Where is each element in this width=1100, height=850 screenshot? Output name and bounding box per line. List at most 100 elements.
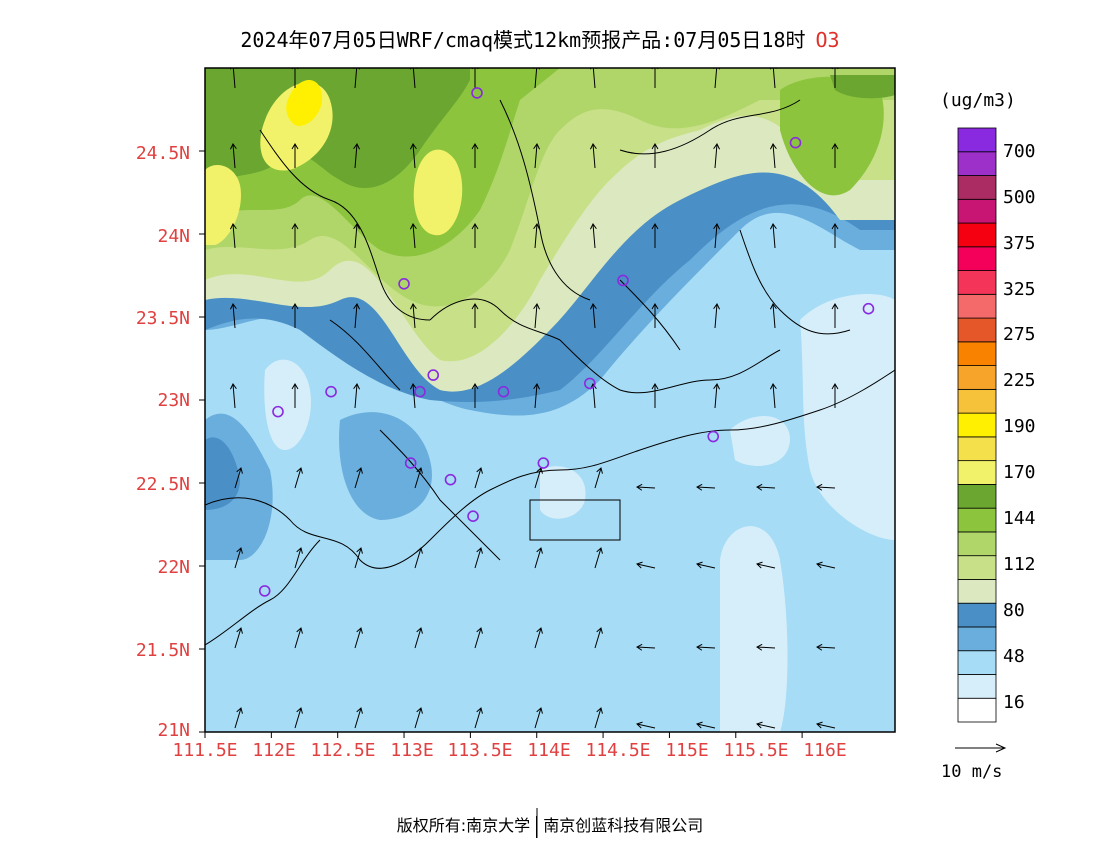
wind-arrow [714, 383, 718, 409]
wind-arrow [534, 143, 538, 169]
wind-arrow-head [831, 223, 839, 230]
wind-arrow-head [296, 627, 303, 634]
wind-arrow-head [636, 561, 643, 569]
wind-arrow [234, 627, 242, 649]
wind-arrow-head [769, 383, 777, 390]
wind-arrow-head [356, 547, 363, 554]
colorbar-label-700: 700 [1003, 141, 1036, 162]
wind-arrow [412, 303, 416, 329]
wind-arrow [696, 646, 716, 649]
wind-arrow-head [533, 223, 541, 230]
colorbar-swatch [957, 270, 997, 295]
wind-arrow-head [589, 223, 597, 230]
wind-arrow [294, 467, 302, 489]
wind-arrow-head [596, 467, 603, 474]
colorbar [957, 127, 997, 723]
wind-arrow [816, 646, 836, 649]
lat-label-22: 22N [157, 557, 190, 578]
wind-arrow [592, 223, 596, 249]
wind-arrow-head [816, 561, 823, 569]
wind-arrow-head [296, 547, 303, 554]
wind-arrow [412, 223, 416, 249]
wind-arrow [414, 467, 422, 489]
wind-arrow-head [589, 143, 597, 150]
lon-label-115: 115E [665, 740, 709, 761]
wind-arrow-head [536, 627, 543, 634]
wind-arrow [772, 223, 776, 249]
wind-reference-label: 10 m/s [941, 762, 1003, 782]
wind-arrow [474, 547, 482, 569]
wind-arrow [354, 707, 362, 729]
colorbar-swatch [957, 198, 997, 224]
lon-label-113-5: 113.5E [447, 740, 513, 761]
colorbar-label-325: 325 [1003, 279, 1036, 300]
station-marker [862, 302, 875, 315]
footer-left: 版权所有:南京大学 [396, 816, 531, 835]
wind-arrow-head [636, 483, 643, 491]
wind-arrow [412, 383, 416, 409]
lon-label-114: 114E [527, 740, 571, 761]
station-marker [398, 277, 410, 290]
wind-arrow-head [756, 483, 763, 491]
wind-arrow-head [816, 643, 823, 651]
wind-arrow [772, 143, 776, 169]
chart-title: 2024年07月05日WRF/cmaq模式12km预报产品:07月05日18时 O… [240, 28, 840, 52]
wind-arrow [232, 383, 236, 409]
wind-arrow [354, 627, 362, 649]
wind-arrow-head [291, 303, 299, 310]
wind-arrow [232, 143, 236, 169]
wind-arrow [816, 563, 836, 569]
lat-label-24: 24N [157, 226, 190, 247]
wind-arrow [414, 707, 422, 729]
wind-arrow [756, 646, 776, 649]
wind-arrow-head [651, 143, 659, 150]
wind-arrow-head [229, 223, 237, 230]
wind-arrow [594, 547, 602, 569]
colorbar-swatch [957, 175, 997, 200]
wind-arrow-head [229, 303, 237, 310]
station-marker [427, 369, 440, 381]
station-marker [537, 457, 550, 469]
wind-arrow-head [353, 223, 361, 230]
wind-arrow [354, 68, 358, 89]
wind-arrow-head [756, 643, 763, 651]
lat-label-21-5: 21.5N [135, 640, 190, 661]
monitoring-stations [258, 87, 875, 597]
wind-arrow-head [596, 547, 603, 554]
colorbar-label-112: 112 [1003, 554, 1036, 575]
colorbar-swatch [957, 555, 997, 580]
wind-arrow-head [476, 467, 483, 474]
wind-arrow-head [416, 627, 423, 634]
colorbar-label-144: 144 [1003, 508, 1036, 529]
wind-arrow-head [416, 707, 423, 714]
wind-arrow [534, 223, 538, 249]
wind-arrow [232, 68, 236, 89]
wind-arrow [594, 467, 602, 489]
wind-arrow [354, 547, 362, 569]
wind-arrow [592, 68, 596, 89]
wind-arrow [354, 383, 358, 409]
wind-arrow-head [831, 143, 839, 150]
wind-arrow-head [471, 223, 479, 230]
colorbar-swatch [957, 246, 997, 271]
lon-label-114-5: 114.5E [585, 740, 651, 761]
wind-arrow [696, 563, 716, 569]
wind-arrow [534, 383, 538, 409]
wind-arrow-head [696, 483, 703, 491]
wind-arrow [354, 303, 358, 329]
wind-arrow [534, 627, 542, 649]
wind-arrow-head [356, 707, 363, 714]
station-marker [258, 585, 271, 597]
concentration-field [205, 68, 895, 732]
wind-arrow [636, 486, 656, 489]
wind-arrow-head [596, 627, 603, 634]
wind-arrow [474, 627, 482, 649]
wind-arrow-head [713, 143, 721, 150]
wind-arrow-head [831, 303, 839, 310]
colorbar-swatch [957, 436, 997, 462]
wind-arrow [772, 68, 776, 89]
wind-arrow [294, 707, 302, 729]
wind-arrow-head [756, 721, 763, 729]
pollutant-label: O3 [815, 28, 840, 52]
wind-arrow-head [756, 561, 763, 569]
